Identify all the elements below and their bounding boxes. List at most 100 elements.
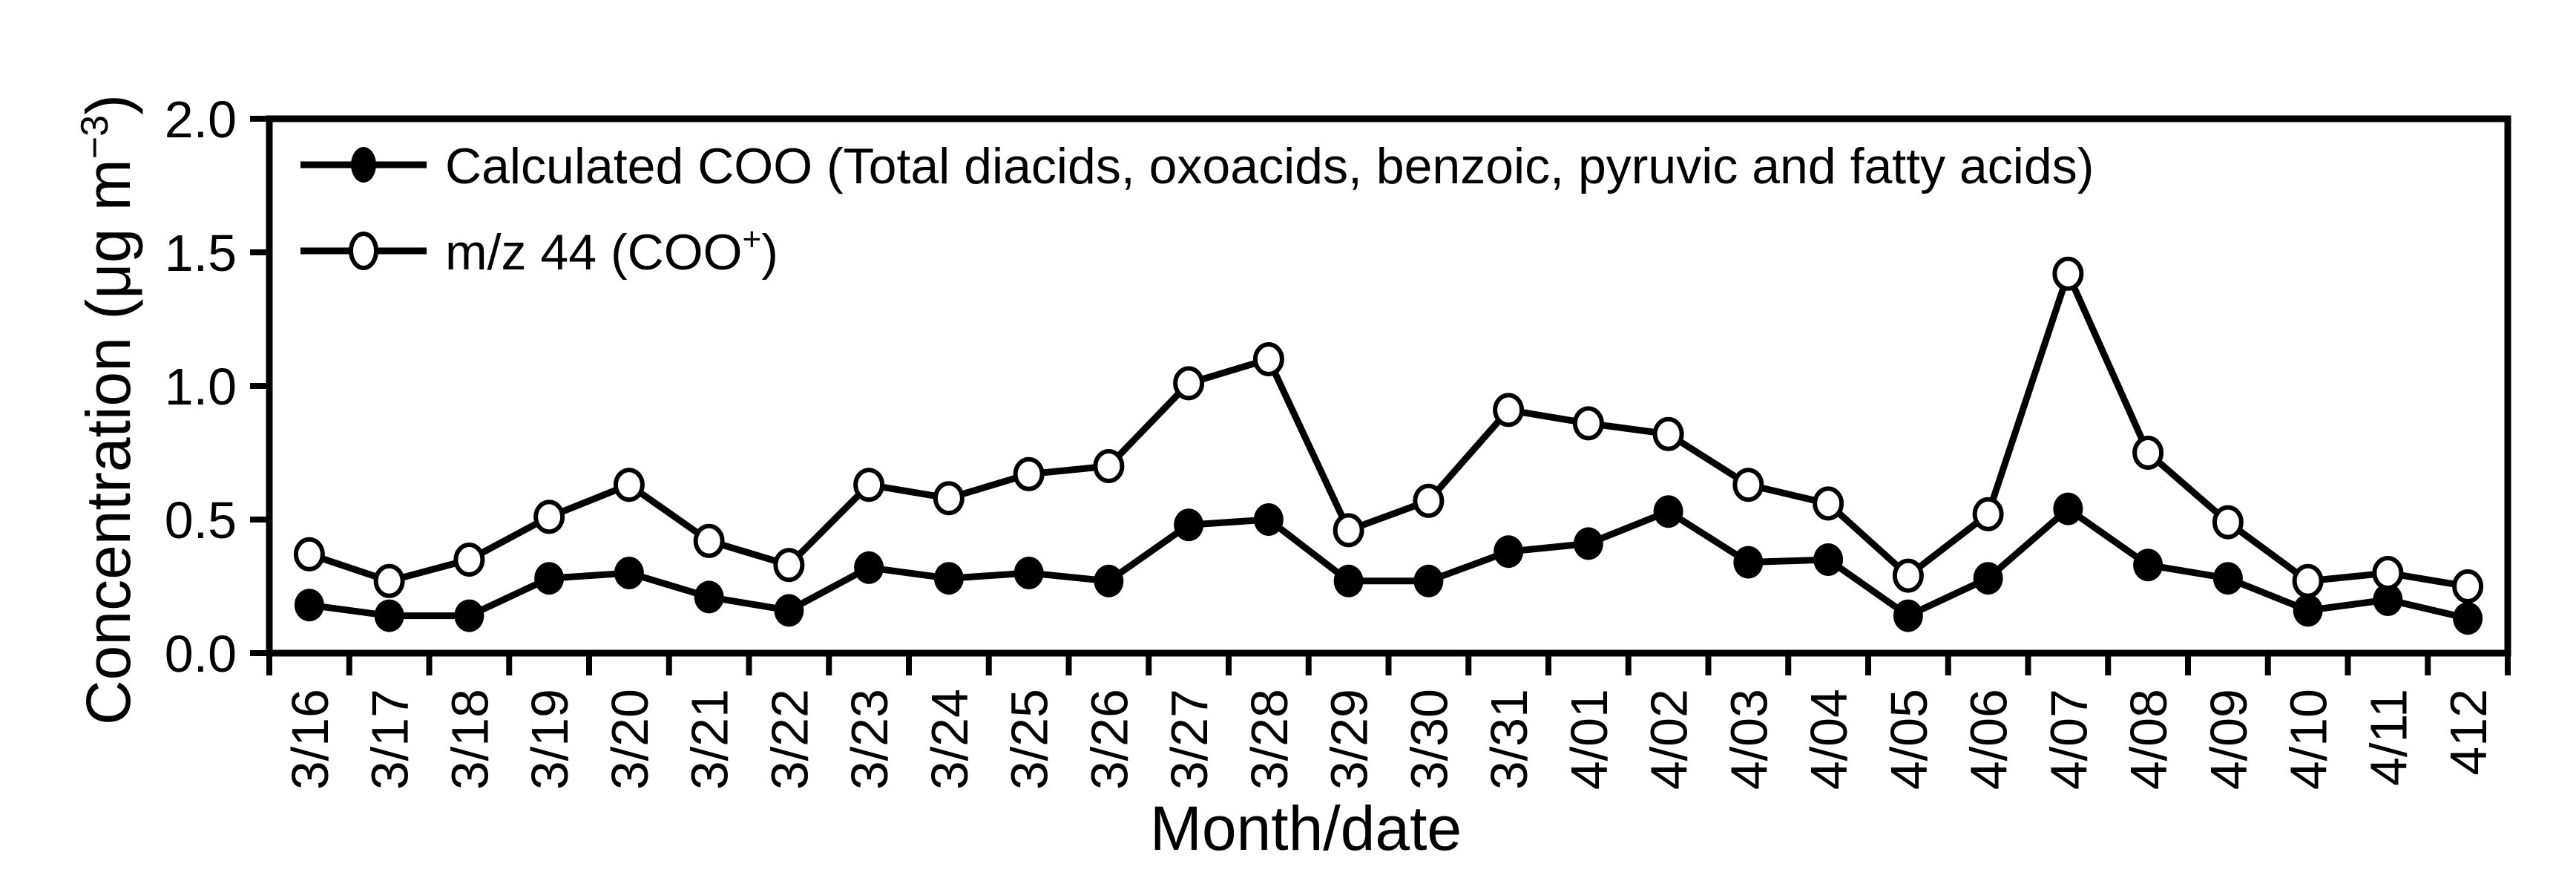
filled-circle-data-point [1653,495,1683,528]
x-tick-label: 4/02 [1640,689,1698,790]
open-circle-data-point [1972,497,2004,531]
open-circle-data-point [2372,556,2404,590]
filled-circle-data-point [374,599,404,632]
series-mz44-line [308,264,2468,590]
open-circle-data-point [853,468,885,502]
y-tick-label: 1.5 [165,224,237,282]
legend-item-mz44: m/z 44 (COO+) [300,221,778,281]
filled-circle-data-point [2453,602,2483,635]
open-circle-data-point [773,548,805,583]
open-circle-data-point [453,543,485,577]
x-tick-label: 3/20 [601,689,659,790]
x-tick-label: 3/17 [361,689,419,790]
legend-item-calculated-coo: Calculated COO (Total diacids, oxoacids,… [300,138,2094,194]
x-tick-label: 4/01 [1560,689,1618,790]
filled-circle-data-point [2293,594,2323,627]
filled-circle-data-point [694,580,724,614]
x-tick-label: 4/05 [1880,689,1938,790]
open-circle-data-point [2452,569,2484,603]
x-tick-label: 4/04 [1800,689,1858,790]
filled-circle-data-point [1494,535,1524,569]
open-circle-data-point [1333,513,1364,548]
x-tick-label: 3/25 [1001,689,1059,790]
filled-circle-data-point [1973,562,2003,595]
legend: Calculated COO (Total diacids, oxoacids,… [300,138,2094,281]
filled-circle-data-point [1413,564,1444,597]
x-tick-label: 3/23 [841,689,898,790]
open-circle-data-point [1013,456,1045,491]
series-calculated-coo-line [309,504,2469,622]
open-circle-data-point [1093,449,1125,483]
y-axis-ticks [250,116,269,656]
series-mz44 [293,256,2484,603]
x-tick-label: 4/11 [2359,689,2417,786]
open-circle-data-point [1173,366,1205,401]
open-circle-data-point [1892,558,1924,593]
filled-circle-data-point [2373,583,2403,616]
filled-circle-data-point [1333,564,1364,597]
filled-circle-data-point [854,551,884,584]
y-tick-label: 2.0 [165,91,237,148]
x-axis-ticks [266,653,2511,675]
open-circle-data-point [2292,563,2324,598]
x-tick-label: 3/16 [281,689,339,790]
filled-circle-data-point [1253,503,1284,536]
x-tick-label: 412 [2439,689,2497,776]
open-circle-marker-icon [349,232,378,270]
x-tick-label: 3/26 [1080,689,1138,790]
open-circle-data-point [2212,505,2244,540]
open-circle-data-point [1652,416,1684,451]
open-circle-data-point [293,537,325,571]
filled-circle-data-point [2053,492,2083,525]
x-tick-label: 3/31 [1480,689,1538,790]
filled-circle-data-point [454,599,484,632]
filled-circle-data-point [534,562,565,595]
x-tick-label: 4/10 [2280,689,2338,790]
x-tick-label: 3/24 [921,689,979,790]
series-group [293,256,2484,635]
open-circle-data-point [933,481,965,516]
x-tick-label: 3/19 [521,689,579,790]
filled-circle-data-point [1013,557,1044,589]
filled-circle-marker-icon [351,147,376,183]
x-tick-label: 3/30 [1400,689,1458,790]
filled-circle-data-point [294,589,324,622]
open-circle-data-point [1252,342,1284,376]
open-circle-data-point [1732,468,1764,502]
open-circle-data-point [533,500,565,534]
filled-circle-data-point [1733,546,1764,579]
x-tick-label: 4/09 [2200,689,2258,790]
open-circle-data-point [613,468,645,502]
filled-circle-data-point [933,562,964,595]
x-axis-labels: 3/16 3/17 3/18 3/19 3/20 3/21 3/22 3/23 3/24 3/25… [281,689,2497,790]
x-axis-title: Month/date [1150,793,1462,863]
open-circle-data-point [1493,393,1525,428]
legend-label-mz44: m/z 44 (COO+) [445,221,778,281]
y-tick-label: 0.0 [165,625,237,683]
filled-circle-data-point [1094,564,1124,597]
open-circle-data-point [373,563,405,598]
x-tick-label: 4/07 [2040,689,2097,790]
filled-circle-data-point [614,557,644,589]
x-tick-label: 3/29 [1321,689,1379,790]
series-calculated-coo [294,492,2483,635]
filled-circle-data-point [2212,562,2243,595]
open-circle-data-point [693,523,725,558]
x-tick-label: 4/03 [1720,689,1778,790]
open-circle-data-point [2052,256,2084,291]
filled-circle-data-point [774,594,804,627]
y-axis-labels: 0.0 0.5 1.0 1.5 2.0 [165,91,237,683]
filled-circle-data-point [1893,599,1923,632]
filled-circle-data-point [1573,527,1603,560]
y-axis-title: Concentration (μg m−3) [73,94,143,725]
filled-circle-data-point [2133,548,2163,582]
open-circle-data-point [1413,483,1445,518]
x-tick-label: 3/27 [1160,689,1218,790]
x-tick-label: 3/28 [1241,689,1298,790]
x-tick-label: 3/18 [441,689,499,790]
filled-circle-data-point [1813,543,1844,576]
y-tick-label: 0.5 [165,491,237,549]
open-circle-data-point [1572,406,1604,441]
x-tick-label: 4/06 [1960,689,2018,790]
